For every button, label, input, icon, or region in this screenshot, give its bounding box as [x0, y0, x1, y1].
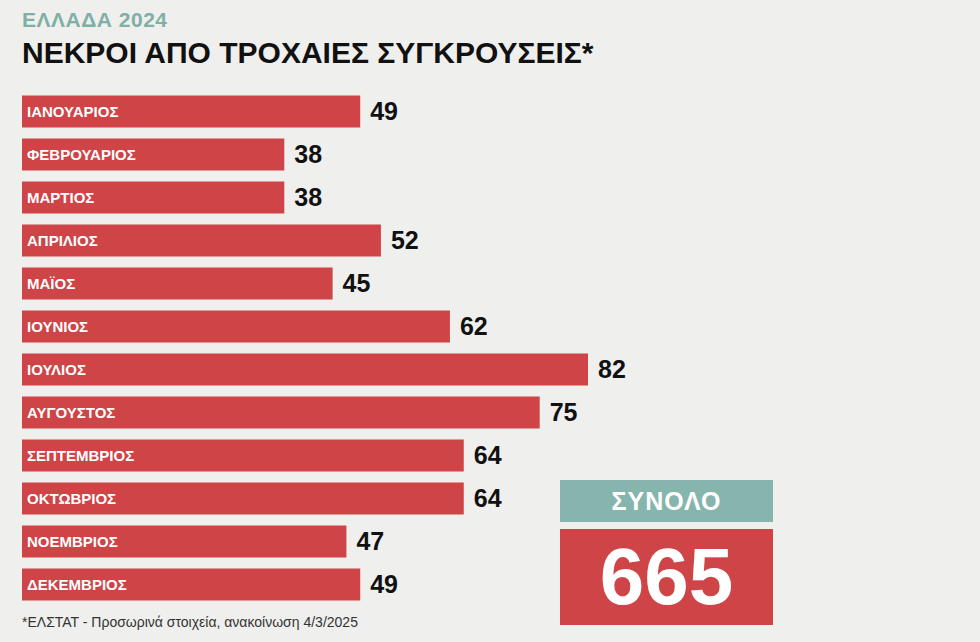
svg-text:82: 82: [598, 355, 626, 383]
svg-text:ΑΥΓΟΥΣΤΟΣ: ΑΥΓΟΥΣΤΟΣ: [27, 404, 115, 421]
svg-text:ΙΑΝΟΥΑΡΙΟΣ: ΙΑΝΟΥΑΡΙΟΣ: [27, 103, 118, 120]
svg-text:ΜΑΪΟΣ: ΜΑΪΟΣ: [27, 275, 75, 292]
svg-text:ΑΠΡΙΛΙΟΣ: ΑΠΡΙΛΙΟΣ: [27, 232, 98, 249]
svg-text:ΔΕΚΕΜΒΡΙΟΣ: ΔΕΚΕΜΒΡΙΟΣ: [27, 576, 127, 593]
svg-text:ΟΚΤΩΒΡΙΟΣ: ΟΚΤΩΒΡΙΟΣ: [27, 490, 116, 507]
svg-text:52: 52: [391, 226, 419, 254]
svg-text:45: 45: [343, 269, 371, 297]
svg-text:75: 75: [550, 398, 578, 426]
svg-text:ΝΟΕΜΒΡΙΟΣ: ΝΟΕΜΒΡΙΟΣ: [27, 533, 118, 550]
svg-text:ΣΕΠΤΕΜΒΡΙΟΣ: ΣΕΠΤΕΜΒΡΙΟΣ: [27, 447, 134, 464]
html-text:665: 665: [599, 532, 734, 621]
svg-text:ΜΑΡΤΙΟΣ: ΜΑΡΤΙΟΣ: [27, 189, 94, 206]
svg-text:47: 47: [356, 527, 384, 555]
svg-text:49: 49: [370, 97, 398, 125]
html-text:ΣΥΝΟΛΟ: ΣΥΝΟΛΟ: [611, 486, 722, 515]
svg-text:ΦΕΒΡΟΥΑΡΙΟΣ: ΦΕΒΡΟΥΑΡΙΟΣ: [27, 146, 136, 163]
svg-text:38: 38: [294, 183, 322, 211]
svg-text:38: 38: [294, 140, 322, 168]
svg-text:49: 49: [370, 570, 398, 598]
svg-text:ΙΟΥΝΙΟΣ: ΙΟΥΝΙΟΣ: [27, 318, 88, 335]
svg-text:ΙΟΥΛΙΟΣ: ΙΟΥΛΙΟΣ: [27, 361, 86, 378]
html-text:ΕΛΛΑΔΑ 2024: ΕΛΛΑΔΑ 2024: [22, 8, 168, 31]
svg-text:64: 64: [474, 484, 502, 512]
html-text:*ΕΛΣΤΑΤ - Προσωρινά στοιχεία,: *ΕΛΣΤΑΤ - Προσωρινά στοιχεία, ανακοίνωση…: [22, 614, 358, 630]
svg-text:64: 64: [474, 441, 502, 469]
html-text:ΝΕΚΡΟΙ ΑΠΟ ΤΡΟΧΑΙΕΣ ΣΥΓΚΡΟΥΣΕΙ: ΝΕΚΡΟΙ ΑΠΟ ΤΡΟΧΑΙΕΣ ΣΥΓΚΡΟΥΣΕΙΣ*: [22, 36, 594, 69]
svg-text:62: 62: [460, 312, 488, 340]
